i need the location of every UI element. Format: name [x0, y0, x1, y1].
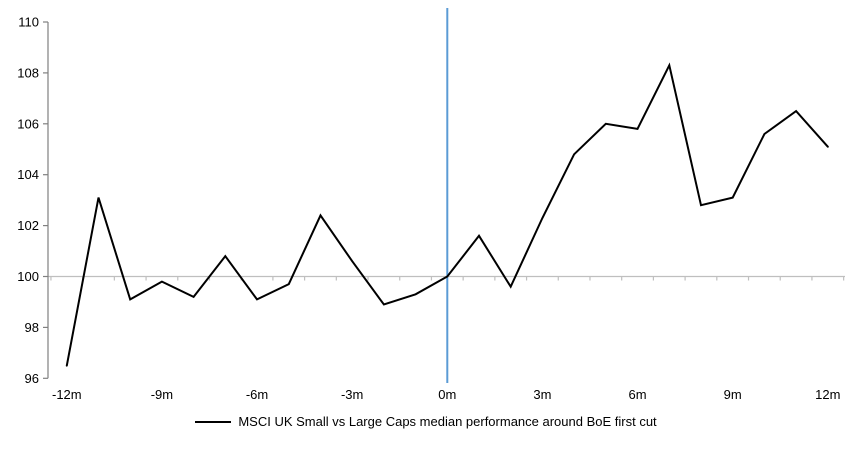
- series-line: [65, 62, 829, 367]
- y-tick-label: 110: [18, 15, 39, 30]
- x-tick-label: -6m: [246, 387, 268, 402]
- x-tick-label: 9m: [724, 387, 742, 402]
- x-tick-label: -9m: [151, 387, 173, 402]
- y-tick-label: 96: [25, 371, 39, 386]
- y-tick-label: 98: [25, 320, 39, 335]
- x-tick-label: -3m: [341, 387, 363, 402]
- y-tick-label: 102: [17, 218, 39, 233]
- y-tick-label: 104: [17, 167, 39, 182]
- x-tick-label: 6m: [629, 387, 647, 402]
- x-tick-label: 12m: [815, 387, 840, 402]
- y-tick-label: 100: [17, 269, 39, 284]
- x-tick-label: 0m: [438, 387, 456, 402]
- y-tick-label: 106: [17, 116, 39, 131]
- x-tick-label: 3m: [533, 387, 551, 402]
- x-tick-label: -12m: [52, 387, 82, 402]
- y-tick-label: 108: [17, 65, 39, 80]
